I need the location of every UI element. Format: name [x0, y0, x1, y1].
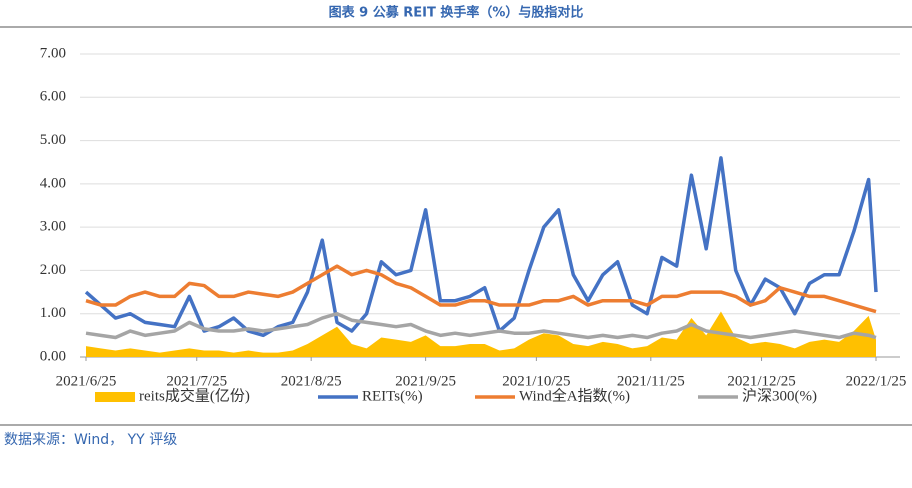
y-tick-label: 4.00: [40, 175, 66, 191]
legend-swatch: [95, 392, 135, 402]
x-tick-label: 2021/7/25: [166, 373, 227, 389]
series-line: [85, 264, 877, 314]
legend-label: REITs(%): [362, 388, 423, 404]
y-tick-label: 0.00: [40, 348, 66, 364]
x-tick-label: 2021/8/25: [281, 373, 342, 389]
legend-label: 沪深300(%): [742, 387, 817, 404]
x-tick-label: 2021/9/25: [395, 373, 456, 389]
volume-area: [86, 311, 876, 357]
y-tick-label: 6.00: [40, 89, 66, 105]
x-tick-label: 2021/12/25: [727, 373, 795, 389]
y-tick-label: 5.00: [40, 132, 66, 148]
y-tick-label: 7.00: [40, 45, 66, 61]
series-line: [84, 156, 878, 338]
y-tick-label: 1.00: [40, 305, 66, 321]
legend-label: reits成交量(亿份): [139, 386, 250, 404]
x-tick-label: 2021/11/25: [617, 373, 685, 389]
series-line: [85, 311, 877, 340]
y-tick-label: 2.00: [40, 262, 66, 278]
x-tick-label: 2021/10/25: [502, 373, 570, 389]
chart-title: 图表 9 公募 REIT 换手率（%）与股指对比: [329, 5, 584, 21]
x-tick-label: 2021/6/25: [56, 373, 117, 389]
source-note: 数据来源：Wind， YY 评级: [4, 432, 177, 448]
x-tick-label: 2022/1/25: [846, 373, 907, 389]
legend-label: Wind全A指数(%): [519, 386, 630, 404]
y-tick-label: 3.00: [40, 219, 66, 235]
